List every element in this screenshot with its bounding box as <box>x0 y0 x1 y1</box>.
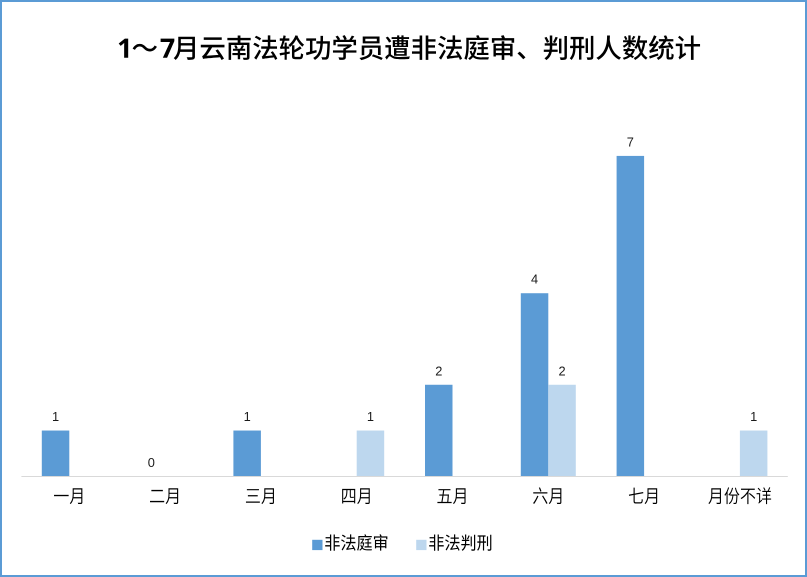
svg-text:4: 4 <box>531 272 538 287</box>
svg-text:1: 1 <box>750 409 757 424</box>
svg-text:1: 1 <box>367 409 374 424</box>
svg-text:0: 0 <box>148 455 155 470</box>
svg-text:2: 2 <box>435 363 442 378</box>
svg-text:7: 7 <box>627 134 634 149</box>
svg-text:2: 2 <box>558 363 565 378</box>
svg-text:1: 1 <box>52 409 59 424</box>
svg-text:1: 1 <box>244 409 251 424</box>
